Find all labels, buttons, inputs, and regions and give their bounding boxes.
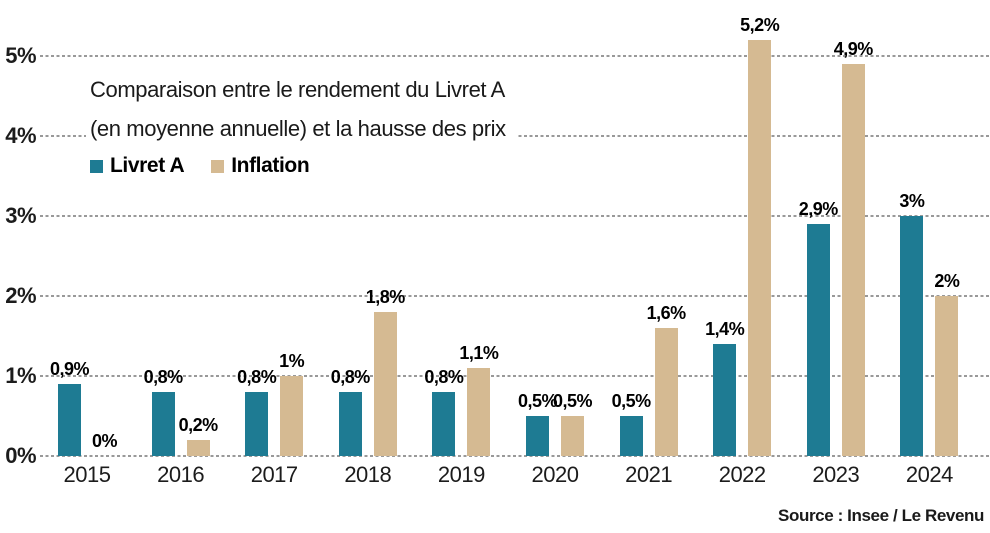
value-label-livret-a-2023: 2,9% bbox=[798, 199, 839, 219]
value-label-inflation-2020: 0,5% bbox=[552, 391, 593, 411]
legend-label-livret-a: Livret A bbox=[110, 154, 185, 177]
chart-title-block: Comparaison entre le rendement du Livret… bbox=[86, 68, 516, 182]
value-label-inflation-2019: 1,1% bbox=[459, 343, 499, 363]
bar-inflation-2022 bbox=[748, 40, 772, 456]
x-axis-label-2021: 2021 bbox=[625, 462, 673, 487]
value-label-inflation-2017: 1% bbox=[279, 351, 305, 371]
bar-livret-a-2024 bbox=[900, 216, 924, 456]
y-axis-label: 3% bbox=[5, 203, 36, 228]
value-label-livret-a-2020: 0,5% bbox=[517, 391, 558, 411]
bar-livret-a-2022 bbox=[713, 344, 737, 456]
y-axis-label: 0% bbox=[5, 443, 36, 468]
gridline-3% bbox=[40, 215, 990, 217]
gridline-2% bbox=[40, 295, 990, 297]
legend: Livret A Inflation bbox=[90, 154, 506, 178]
gridline-5% bbox=[40, 55, 990, 57]
value-label-livret-a-2015: 0,9% bbox=[49, 359, 90, 379]
bar-inflation-2019 bbox=[467, 368, 491, 456]
x-axis-label-2024: 2024 bbox=[905, 462, 953, 487]
value-label-inflation-2016: 0,2% bbox=[178, 415, 219, 435]
value-label-livret-a-2016: 0,8% bbox=[143, 367, 184, 387]
chart-title-line2: (en moyenne annuelle) et la hausse des p… bbox=[90, 116, 506, 141]
legend-swatch-inflation-icon bbox=[211, 159, 225, 173]
value-label-inflation-2015: 0% bbox=[91, 431, 118, 451]
value-label-livret-a-2021: 0,5% bbox=[611, 391, 652, 411]
bar-livret-a-2017 bbox=[245, 392, 269, 456]
bar-livret-a-2020 bbox=[526, 416, 549, 456]
gridline-0% bbox=[40, 455, 990, 457]
value-label-inflation-2024: 2% bbox=[934, 271, 960, 291]
bar-livret-a-2015 bbox=[58, 384, 81, 456]
bar-inflation-2020 bbox=[561, 416, 584, 456]
bar-inflation-2018 bbox=[373, 312, 397, 456]
value-label-inflation-2018: 1,8% bbox=[365, 287, 406, 307]
y-axis-label: 5% bbox=[5, 43, 36, 68]
bar-inflation-2023 bbox=[841, 64, 865, 456]
x-axis-label-2023: 2023 bbox=[812, 462, 860, 487]
x-axis-label-2015: 2015 bbox=[63, 462, 111, 487]
bar-livret-a-2018 bbox=[338, 392, 362, 456]
value-label-inflation-2021: 1,6% bbox=[646, 303, 687, 323]
value-label-livret-a-2022: 1,4% bbox=[705, 319, 745, 339]
x-axis-label-2017: 2017 bbox=[250, 462, 298, 487]
bar-livret-a-2019 bbox=[432, 392, 456, 456]
bar-inflation-2024 bbox=[935, 296, 959, 456]
value-label-livret-a-2024: 3% bbox=[899, 191, 925, 211]
legend-label-inflation: Inflation bbox=[231, 154, 310, 177]
y-axis-label: 1% bbox=[5, 363, 36, 388]
bar-inflation-2016 bbox=[186, 440, 210, 456]
x-axis-label-2019: 2019 bbox=[437, 462, 485, 487]
bar-inflation-2017 bbox=[280, 376, 304, 456]
x-axis-label-2022: 2022 bbox=[718, 462, 766, 487]
value-label-livret-a-2018: 0,8% bbox=[330, 367, 371, 387]
chart-title-line1: Comparaison entre le rendement du Livret… bbox=[90, 77, 505, 102]
bar-livret-a-2023 bbox=[806, 224, 830, 456]
bar-inflation-2021 bbox=[654, 328, 678, 456]
y-axis-label: 2% bbox=[5, 283, 36, 308]
value-label-inflation-2023: 4,9% bbox=[833, 39, 874, 59]
source-credit: Source : Insee / Le Revenu bbox=[778, 506, 984, 525]
bar-livret-a-2021 bbox=[619, 416, 643, 456]
y-axis-label: 4% bbox=[5, 123, 36, 148]
x-axis-label-2016: 2016 bbox=[157, 462, 205, 487]
bar-livret-a-2016 bbox=[151, 392, 175, 456]
value-label-livret-a-2017: 0,8% bbox=[237, 367, 277, 387]
value-label-livret-a-2019: 0,8% bbox=[424, 367, 464, 387]
x-axis-label-2018: 2018 bbox=[344, 462, 392, 487]
gridline-1% bbox=[40, 375, 990, 377]
value-label-inflation-2022: 5,2% bbox=[740, 15, 780, 35]
legend-swatch-livret-a-icon bbox=[90, 159, 103, 173]
x-axis-label-2020: 2020 bbox=[531, 462, 579, 487]
